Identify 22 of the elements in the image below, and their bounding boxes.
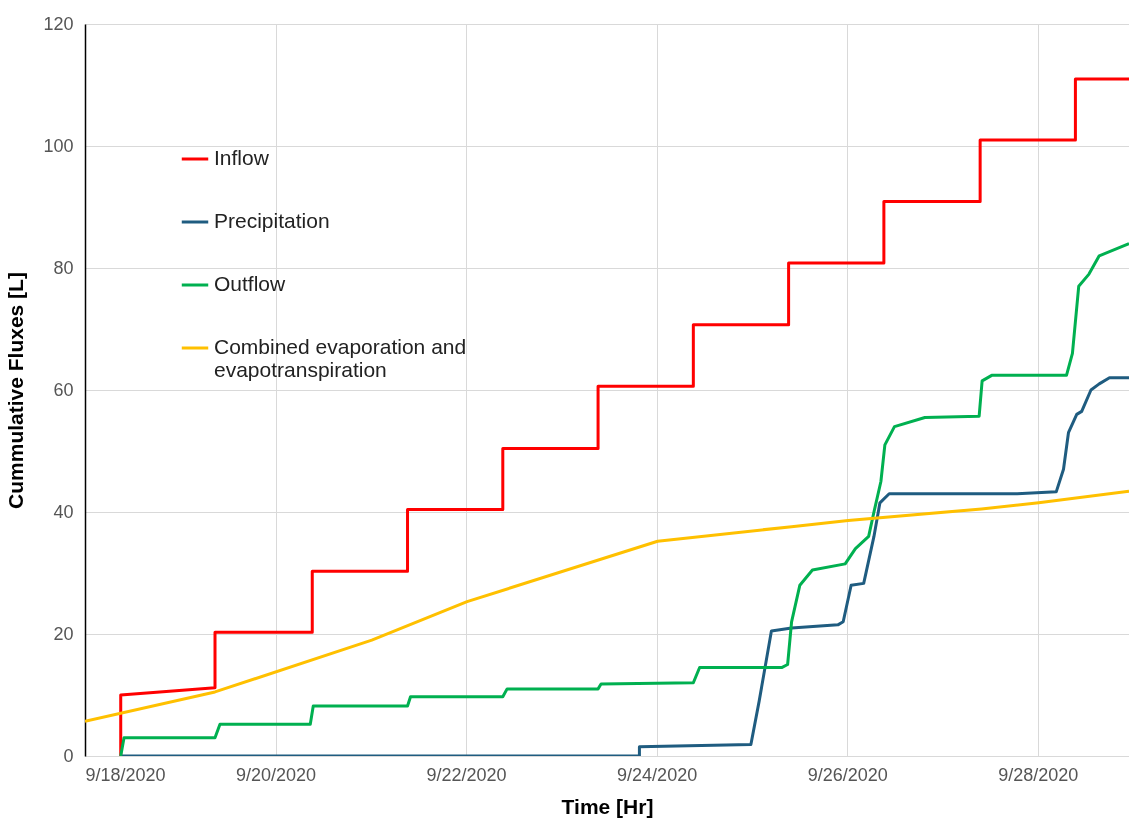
x-tick-label: 9/24/2020 [617,764,698,785]
x-tick-label: 9/20/2020 [236,764,317,785]
legend-label: Combined evaporation and evapotranspiration [214,335,467,381]
legend-label: Outflow [214,272,287,295]
y-axis-title: Cummulative Fluxes [L] [4,272,28,509]
legend-label: Inflow [214,146,270,169]
y-tick-label: 120 [43,13,74,34]
line-series [85,489,1129,723]
x-tick-label: 9/18/2020 [85,764,166,785]
legend-label: Precipitation [214,209,330,232]
y-tick-label: 100 [43,135,74,156]
line-series [119,77,1129,756]
line-series [119,242,1129,756]
x-tick-label: 9/26/2020 [807,764,888,785]
x-tick-label: 9/28/2020 [998,764,1079,785]
y-tick-label: 80 [53,257,74,278]
y-tick-label: 60 [53,379,74,400]
y-tick-label: 0 [63,745,74,766]
x-axis-title: Time [Hr] [561,794,654,818]
y-tick-label: 20 [53,623,74,644]
x-tick-label: 9/22/2020 [426,764,507,785]
y-tick-label: 40 [53,501,74,522]
